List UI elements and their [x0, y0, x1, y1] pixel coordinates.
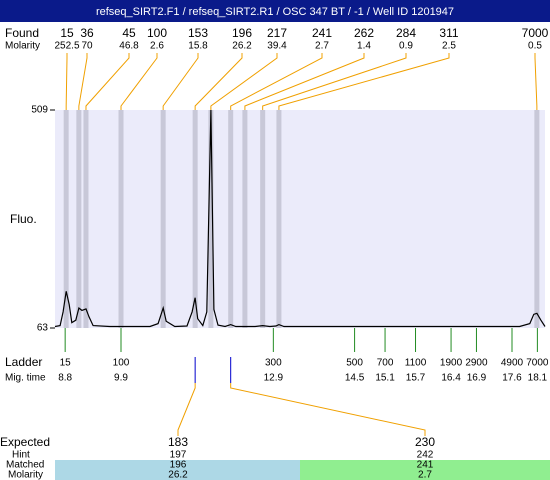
- found-molarity: 15.8: [188, 41, 208, 52]
- found-connector: [210, 53, 278, 110]
- found-connector: [194, 53, 243, 110]
- found-band: [242, 110, 248, 328]
- found-band: [76, 110, 82, 328]
- mig-time: 12.9: [264, 373, 284, 384]
- fluo-label: Fluo.: [10, 212, 37, 226]
- mig-time: 15.1: [375, 373, 395, 384]
- found-size: 311: [439, 26, 458, 40]
- found-size: 36: [80, 26, 94, 40]
- found-label: Found: [5, 26, 39, 40]
- found-band: [276, 110, 282, 328]
- mig-time: 16.9: [467, 373, 487, 384]
- ladder-size: 15: [60, 358, 72, 369]
- found-band: [160, 110, 166, 328]
- matched: 241: [417, 460, 434, 471]
- found-connector: [78, 53, 88, 110]
- found-size: 284: [396, 26, 416, 40]
- found-band: [208, 110, 214, 328]
- ladder-size: 1900: [440, 358, 463, 369]
- expected-connector: [230, 383, 426, 436]
- found-connector: [534, 53, 538, 110]
- ladder-size: 4900: [501, 358, 524, 369]
- matched: 196: [170, 460, 187, 471]
- found-size: 100: [147, 26, 167, 40]
- found-molarity: 26.2: [232, 41, 252, 52]
- found-molarity: 0.9: [399, 41, 413, 52]
- mig-time: 18.1: [528, 373, 548, 384]
- found-connector: [244, 53, 365, 110]
- found-connector: [65, 53, 68, 110]
- ladder-size: 700: [377, 358, 394, 369]
- plot-area: [55, 110, 545, 328]
- found-connector: [162, 53, 199, 110]
- found-molarity: 39.4: [267, 41, 287, 52]
- found-band: [228, 110, 234, 328]
- found-molarity: 46.8: [119, 41, 139, 52]
- found-molarity-label: Molarity: [5, 41, 40, 52]
- found-molarity: 2.5: [442, 41, 456, 52]
- found-band: [63, 110, 69, 328]
- found-size: 217: [267, 26, 287, 40]
- matched-molarity: 26.2: [168, 470, 188, 480]
- found-band: [260, 110, 266, 328]
- found-connector: [278, 53, 450, 110]
- mig-time: 17.6: [502, 373, 522, 384]
- expected-size: 230: [415, 435, 435, 449]
- ladder-label: Ladder: [5, 355, 42, 369]
- mig-time-label: Mig. time: [5, 373, 46, 384]
- matched-bg-2: [300, 460, 550, 480]
- matched-bg-1: [55, 460, 300, 480]
- found-band: [192, 110, 198, 328]
- mig-time: 9.9: [114, 373, 128, 384]
- mig-time: 15.7: [406, 373, 426, 384]
- hint: 242: [417, 450, 434, 461]
- molarity-label: Molarity: [8, 470, 43, 480]
- found-band: [83, 110, 89, 328]
- found-molarity: 2.6: [150, 41, 164, 52]
- ladder-size: 1100: [405, 358, 427, 369]
- mig-time: 8.8: [58, 373, 72, 384]
- found-connector: [230, 53, 323, 110]
- found-molarity: 2.7: [315, 41, 329, 52]
- found-molarity: 1.4: [357, 41, 371, 52]
- expected-connector: [177, 383, 196, 436]
- found-size: 15: [60, 26, 74, 40]
- found-size: 7000: [522, 26, 549, 40]
- mig-time: 16.4: [441, 373, 461, 384]
- mig-time: 14.5: [345, 373, 365, 384]
- ladder-size: 100: [113, 358, 130, 369]
- ladder-size: 2900: [465, 358, 488, 369]
- matched-molarity: 2.7: [418, 470, 432, 480]
- hint: 197: [170, 450, 187, 461]
- found-band: [534, 110, 540, 328]
- found-size: 262: [354, 26, 374, 40]
- found-molarity: 70: [81, 41, 93, 52]
- found-connector: [120, 53, 158, 110]
- y-tick-label: 509: [31, 105, 48, 116]
- found-size: 153: [188, 26, 208, 40]
- ladder-size: 500: [346, 358, 363, 369]
- trace: [54, 109, 546, 328]
- expected-size: 183: [168, 435, 188, 449]
- ladder-size: 300: [265, 358, 282, 369]
- title-bar: [0, 0, 550, 22]
- found-size: 45: [122, 26, 136, 40]
- title: refseq_SIRT2.F1 / refseq_SIRT2.R1 / OSC …: [96, 6, 454, 18]
- expected-label: Expected: [0, 435, 50, 449]
- matched-label: Matched: [6, 460, 44, 471]
- found-band: [118, 110, 124, 328]
- found-molarity: 252.5: [54, 41, 79, 52]
- hint-label: Hint: [12, 450, 30, 461]
- found-connector: [262, 53, 407, 110]
- found-size: 196: [232, 26, 252, 40]
- found-size: 241: [312, 26, 332, 40]
- y-tick-label: 63: [37, 323, 49, 334]
- found-molarity: 0.5: [528, 41, 542, 52]
- found-connector: [85, 53, 130, 110]
- ladder-size: 7000: [526, 358, 549, 369]
